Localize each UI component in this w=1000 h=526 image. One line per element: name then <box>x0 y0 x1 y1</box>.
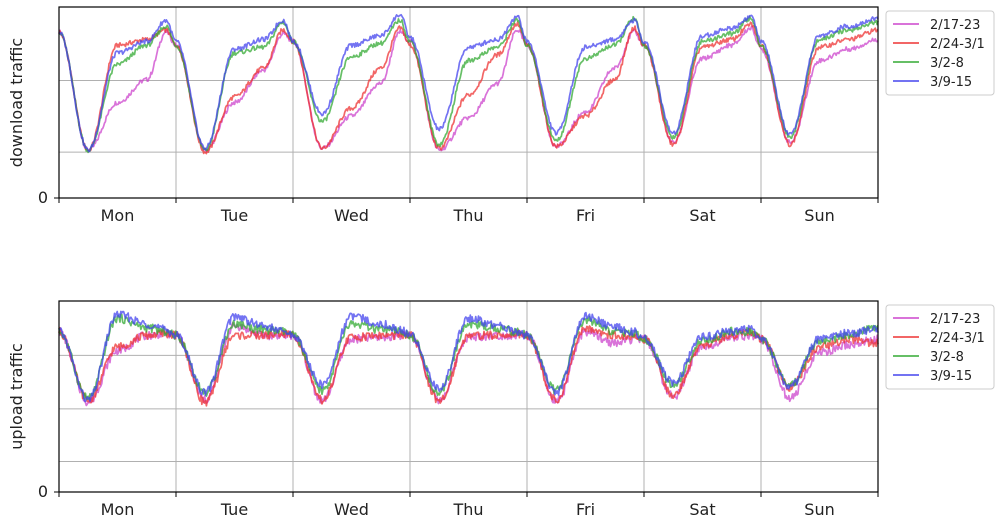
legend-label: 3/2-8 <box>930 56 964 71</box>
x-tick-label: Tue <box>220 206 248 225</box>
x-tick-label: Sat <box>689 500 715 519</box>
series-line-3-9-15 <box>58 310 879 403</box>
plot-frame <box>58 6 879 199</box>
legend: 2/17-23 2/24-3/1 3/2-8 3/9-15 <box>885 10 995 96</box>
x-tick-label: Wed <box>334 500 369 519</box>
legend-label: 3/9-15 <box>930 75 972 90</box>
series-line-2-17-23 <box>58 25 879 153</box>
legend-label: 3/2-8 <box>930 350 964 365</box>
series-line-3-9-15 <box>58 13 879 153</box>
x-tick-label: Fri <box>576 500 595 519</box>
legend-label: 2/17-23 <box>930 18 980 33</box>
x-tick-label: Mon <box>101 206 135 225</box>
x-tick-label: Thu <box>452 206 483 225</box>
y-axis-title: upload traffic <box>7 343 26 450</box>
x-tick-label: Sun <box>804 500 834 519</box>
series-line-3-2-8 <box>58 313 879 401</box>
chart-panel-1: Mon Tue Wed Thu Fri Sat Sun 0 upload traffic 2/17… <box>7 300 995 519</box>
x-tick-label: Fri <box>576 206 595 225</box>
legend-box <box>885 10 995 96</box>
x-tick-label: Wed <box>334 206 369 225</box>
y-tick-label: 0 <box>38 188 48 207</box>
legend: 2/17-23 2/24-3/1 3/2-8 3/9-15 <box>885 304 995 390</box>
legend-label: 2/17-23 <box>930 312 980 327</box>
x-tick-label: Sat <box>689 206 715 225</box>
x-tick-label: Thu <box>452 500 483 519</box>
legend-box <box>885 304 995 390</box>
y-axis-title: download traffic <box>7 38 26 167</box>
legend-label: 2/24-3/1 <box>930 331 985 346</box>
legend-label: 2/24-3/1 <box>930 37 985 52</box>
x-tick-label: Sun <box>804 206 834 225</box>
legend-label: 3/9-15 <box>930 369 972 384</box>
plot-frame <box>58 300 879 493</box>
y-tick-label: 0 <box>38 482 48 501</box>
x-tick-label: Tue <box>220 500 248 519</box>
chart-panel-0: Mon Tue Wed Thu Fri Sat Sun 0 download traffic 2/… <box>7 6 995 225</box>
series-line-2-24-3-1 <box>58 21 879 155</box>
x-tick-label: Mon <box>101 500 135 519</box>
